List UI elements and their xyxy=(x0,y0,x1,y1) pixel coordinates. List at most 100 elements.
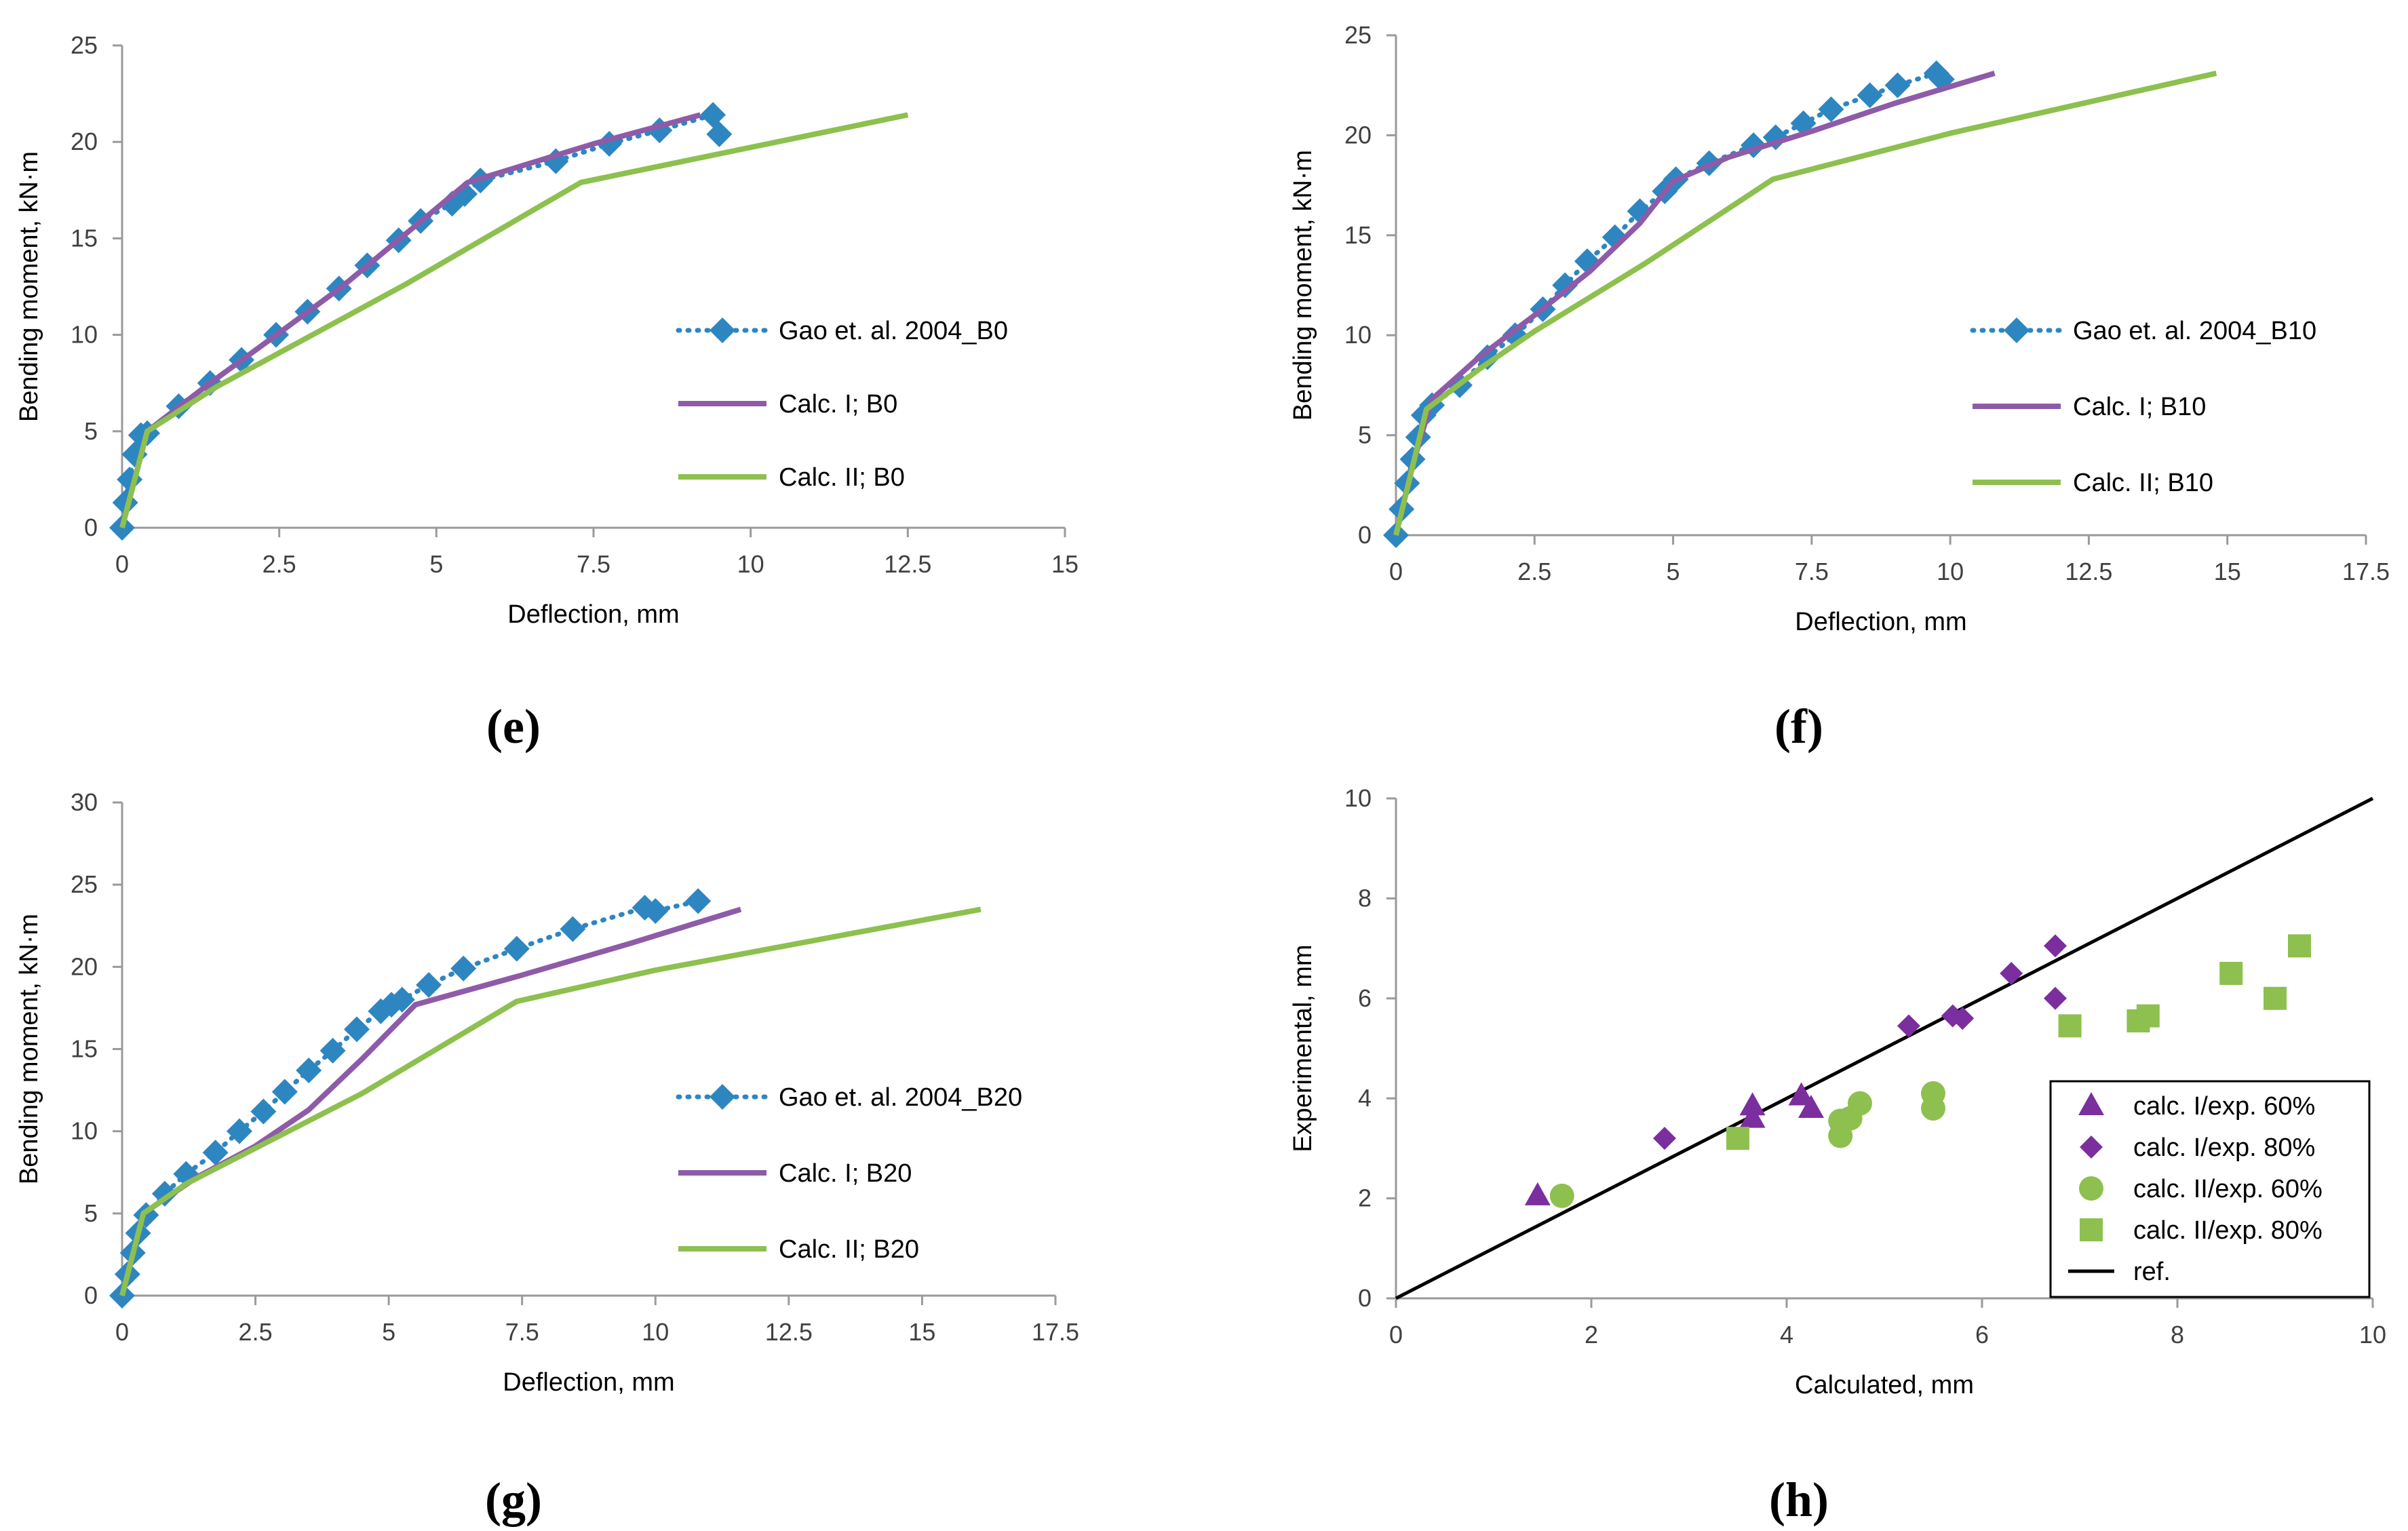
data-point-e-0 xyxy=(700,102,726,128)
data-point-h-3 xyxy=(2264,986,2287,1010)
chart-e: 0 5 10 15 20 25 0 2.5 5 7.5 10 12.5 15 Deflection, mm… xyxy=(15,31,1079,629)
x-tick-label-e: 7.5 xyxy=(577,550,610,578)
data-point-h-0 xyxy=(1739,1104,1766,1128)
x-tick-label-g: 5 xyxy=(382,1318,395,1346)
data-point-g-0 xyxy=(250,1098,277,1125)
data-point-g-0 xyxy=(503,935,530,962)
x-tick-label-h: 8 xyxy=(2171,1321,2184,1349)
x-tick-label-f: 10 xyxy=(1937,558,1964,585)
x-tick-label-h: 6 xyxy=(1975,1321,1989,1349)
y-tick-label-e: 20 xyxy=(71,128,98,155)
y-axis-title-g: Bending moment, kN·m xyxy=(15,914,43,1184)
data-point-g-0 xyxy=(319,1037,346,1064)
y-tick-label-e: 10 xyxy=(71,321,98,349)
data-point-f-0 xyxy=(1884,72,1911,98)
y-tick-label-h: 0 xyxy=(1358,1284,1372,1312)
legend-label-h-4: ref. xyxy=(2133,1258,2171,1286)
panel-label-e: (e) xyxy=(486,699,541,754)
reference-line-h xyxy=(1395,796,2374,1300)
x-axis-title-h: Calculated, mm xyxy=(1795,1371,1974,1399)
series-line-f-2 xyxy=(1393,71,2217,536)
data-point-f-0 xyxy=(1552,272,1578,298)
legend-label-f-0: Gao et. al. 2004_B10 xyxy=(2073,317,2316,345)
x-tick-label-f: 12.5 xyxy=(2065,558,2112,585)
y-tick-label-g: 15 xyxy=(71,1035,98,1063)
x-tick-label-f: 5 xyxy=(1667,558,1680,585)
legend-label-e-1: Calc. I; B0 xyxy=(779,390,897,419)
series-line-e-2 xyxy=(119,112,909,529)
y-tick-label-f: 10 xyxy=(1344,321,1372,349)
data-point-h-0 xyxy=(1739,1092,1766,1116)
x-tick-label-h: 4 xyxy=(1780,1321,1793,1349)
x-tick-label-g: 15 xyxy=(908,1318,935,1346)
y-tick-label-g: 5 xyxy=(84,1199,98,1227)
y-tick-label-h: 6 xyxy=(1358,984,1372,1012)
y-tick-label-e: 0 xyxy=(84,513,98,541)
x-tick-label-g: 17.5 xyxy=(1032,1318,1079,1346)
chart-h: 0 2 4 6 8 10 0 2 4 6 8 10 Calculated, mm Experimental… xyxy=(1289,784,2386,1399)
data-point-g-0 xyxy=(202,1140,229,1166)
legend-label-g-1: Calc. I; B20 xyxy=(779,1159,912,1188)
legend-marker-e-0 xyxy=(710,317,735,343)
legend-marker-g-0 xyxy=(710,1084,735,1110)
legend-label-h-3: calc. II/exp. 80% xyxy=(2133,1216,2323,1245)
legend-marker-h-0 xyxy=(2078,1092,2104,1115)
data-point-h-1 xyxy=(2044,986,2067,1010)
y-tick-label-g: 25 xyxy=(71,870,98,898)
data-point-g-0 xyxy=(685,888,712,914)
x-tick-label-g: 2.5 xyxy=(239,1318,273,1346)
y-tick-label-f: 25 xyxy=(1344,21,1372,49)
x-axis-title-f: Deflection, mm xyxy=(1795,608,1966,636)
x-tick-label-e: 15 xyxy=(1051,550,1079,578)
x-tick-label-h: 10 xyxy=(2359,1321,2386,1349)
data-point-e-0 xyxy=(706,121,733,147)
panel-label-g: (g) xyxy=(485,1473,542,1527)
x-tick-label-e: 2.5 xyxy=(263,550,296,578)
y-axis-title-f: Bending moment, kN·m xyxy=(1289,150,1317,421)
legend-label-e-2: Calc. II; B0 xyxy=(779,463,905,492)
y-tick-label-e: 25 xyxy=(71,31,98,59)
chart-g: 0 5 10 15 20 25 30 0 2.5 5 7.5 10 12.5 15 17.5 Deflecti… xyxy=(15,788,1079,1397)
legend-marker-f-0 xyxy=(2004,317,2030,343)
x-tick-label-h: 2 xyxy=(1585,1321,1598,1349)
data-point-h-1 xyxy=(1951,1007,1975,1030)
data-point-g-0 xyxy=(416,971,442,998)
y-tick-label-f: 0 xyxy=(1358,521,1372,549)
x-tick-label-f: 2.5 xyxy=(1517,558,1551,585)
data-point-f-0 xyxy=(1818,96,1844,123)
series-line-g-0 xyxy=(119,898,701,1298)
data-point-g-0 xyxy=(226,1118,252,1144)
x-tick-label-e: 10 xyxy=(737,550,764,578)
chart-f: 0 5 10 15 20 25 0 2.5 5 7.5 10 12.5 15 17.5 Deflection… xyxy=(1289,21,2390,636)
data-point-h-3 xyxy=(2288,934,2311,958)
panel-label-f: (f) xyxy=(1774,699,1823,754)
data-point-f-0 xyxy=(1857,82,1883,109)
x-tick-label-g: 10 xyxy=(642,1318,669,1346)
data-point-g-0 xyxy=(450,955,477,982)
series-line-g-1 xyxy=(119,906,742,1297)
series-line-g-2 xyxy=(119,906,982,1297)
y-tick-label-f: 5 xyxy=(1358,421,1372,449)
legend-label-f-1: Calc. I; B10 xyxy=(2073,393,2206,421)
y-tick-label-h: 8 xyxy=(1358,884,1372,912)
y-tick-label-h: 10 xyxy=(1344,784,1372,812)
series-line-e-1 xyxy=(119,112,701,529)
legend-box-h xyxy=(2049,1080,2371,1298)
data-point-h-3 xyxy=(2219,961,2243,985)
x-tick-label-f: 7.5 xyxy=(1795,558,1829,585)
data-point-h-1 xyxy=(2044,934,2067,958)
y-axis-title-h: Experimental, mm xyxy=(1289,944,1317,1152)
series-line-e-0 xyxy=(119,112,722,530)
data-point-h-2 xyxy=(1921,1096,1945,1121)
y-tick-label-h: 2 xyxy=(1358,1184,1372,1212)
legend-marker-h-3 xyxy=(2080,1218,2103,1241)
y-tick-label-g: 10 xyxy=(71,1117,98,1145)
data-point-h-0 xyxy=(1524,1182,1551,1205)
data-point-h-3 xyxy=(2058,1014,2082,1038)
y-tick-label-g: 20 xyxy=(71,952,98,980)
legend-marker-h-2 xyxy=(2079,1176,2103,1201)
data-point-h-2 xyxy=(1848,1091,1872,1116)
data-point-g-0 xyxy=(296,1058,322,1084)
x-tick-label-f: 15 xyxy=(2214,558,2241,585)
